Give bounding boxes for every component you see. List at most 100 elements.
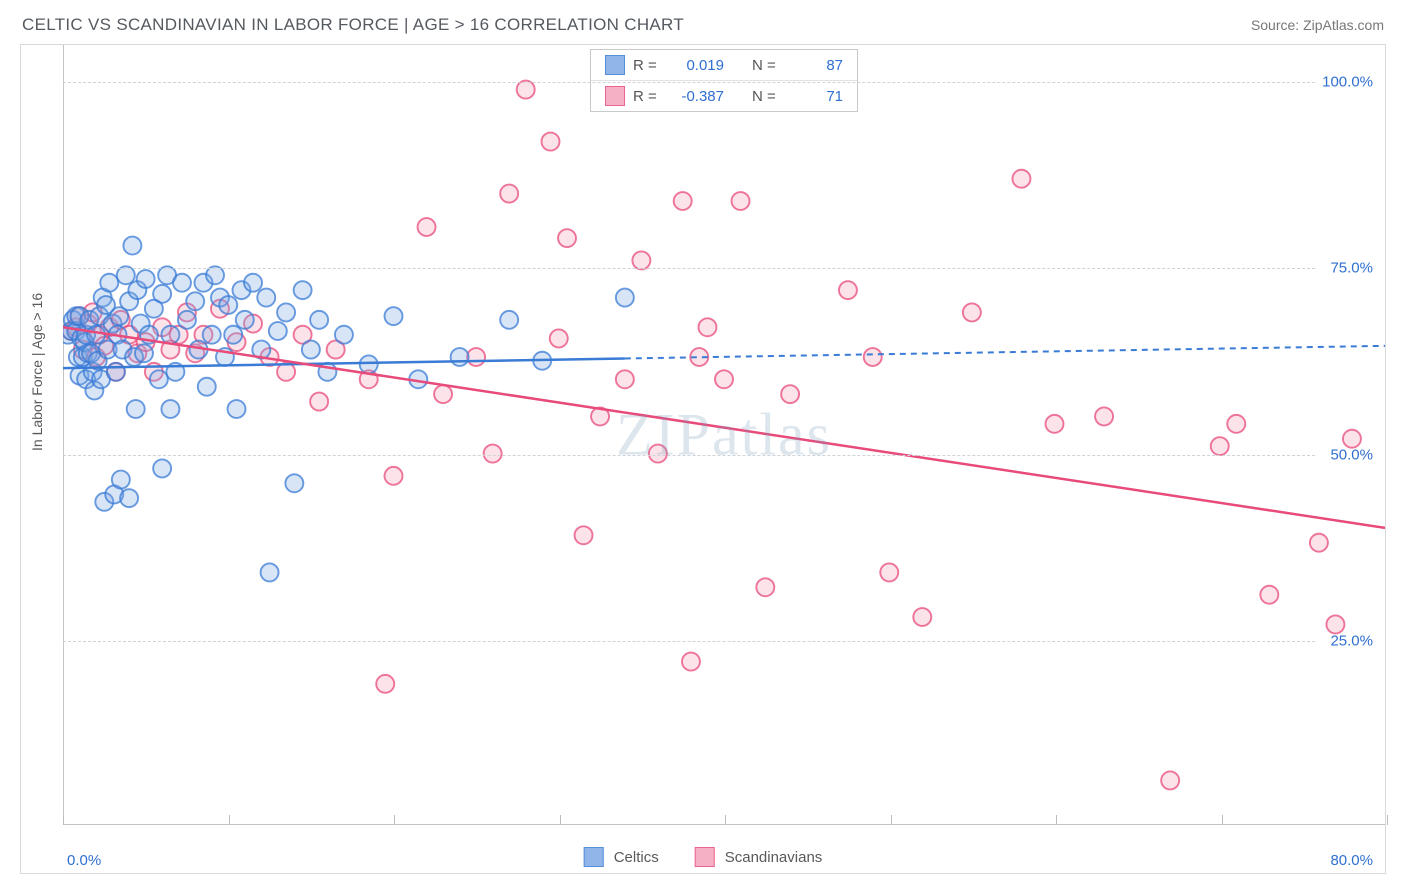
data-point-celtics (244, 274, 262, 292)
data-point-celtics (228, 400, 246, 418)
data-point-scandinavians (1310, 534, 1328, 552)
x-tick-mark (1056, 815, 1057, 825)
data-point-scandinavians (434, 385, 452, 403)
y-axis-label: In Labor Force | Age > 16 (29, 293, 45, 451)
x-tick-mark (891, 815, 892, 825)
data-point-scandinavians (1161, 771, 1179, 789)
data-point-scandinavians (500, 185, 518, 203)
x-tick-mark (229, 815, 230, 825)
x-tick-mark (394, 815, 395, 825)
gridline (63, 641, 1315, 642)
data-point-scandinavians (649, 445, 667, 463)
correlation-row-scandinavians: R = -0.387 N = 71 (591, 80, 857, 111)
gridline (63, 268, 1315, 269)
data-point-celtics (285, 474, 303, 492)
data-point-scandinavians (698, 318, 716, 336)
data-point-scandinavians (467, 348, 485, 366)
data-point-scandinavians (674, 192, 692, 210)
data-point-scandinavians (781, 385, 799, 403)
data-point-scandinavians (484, 445, 502, 463)
r-label: R = (633, 57, 661, 74)
data-point-celtics (277, 303, 295, 321)
data-point-celtics (261, 563, 279, 581)
legend-label-celtics: Celtics (614, 849, 659, 866)
data-point-scandinavians (880, 563, 898, 581)
x-tick-mark (560, 815, 561, 825)
data-point-celtics (219, 296, 237, 314)
y-tick-label: 75.0% (1330, 260, 1373, 277)
r-label: R = (633, 88, 661, 105)
data-point-scandinavians (1095, 407, 1113, 425)
data-point-scandinavians (732, 192, 750, 210)
data-point-celtics (153, 459, 171, 477)
data-point-celtics (294, 281, 312, 299)
data-point-celtics (500, 311, 518, 329)
series-legend: Celtics Scandinavians (584, 847, 823, 867)
data-point-scandinavians (715, 370, 733, 388)
data-point-scandinavians (575, 526, 593, 544)
data-point-celtics (173, 274, 191, 292)
n-label: N = (752, 88, 780, 105)
data-point-celtics (310, 311, 328, 329)
data-point-scandinavians (1343, 430, 1361, 448)
data-point-celtics (100, 274, 118, 292)
n-label: N = (752, 57, 780, 74)
legend-item-celtics: Celtics (584, 847, 659, 867)
data-point-celtics (150, 370, 168, 388)
gridline (63, 82, 1315, 83)
x-axis-max-label: 80.0% (1330, 852, 1373, 869)
data-point-scandinavians (913, 608, 931, 626)
gridline (63, 455, 1315, 456)
data-point-scandinavians (385, 467, 403, 485)
data-point-celtics (161, 326, 179, 344)
scatter-svg (63, 45, 1385, 825)
data-point-scandinavians (558, 229, 576, 247)
data-point-celtics (137, 270, 155, 288)
chart-title: CELTIC VS SCANDINAVIAN IN LABOR FORCE | … (22, 15, 684, 35)
r-value-scandinavians: -0.387 (669, 88, 724, 105)
data-point-scandinavians (1260, 586, 1278, 604)
data-point-celtics (120, 489, 138, 507)
data-point-celtics (451, 348, 469, 366)
data-point-celtics (87, 326, 105, 344)
x-tick-mark (63, 815, 64, 825)
n-value-scandinavians: 71 (788, 88, 843, 105)
data-point-scandinavians (616, 370, 634, 388)
source-attribution: Source: ZipAtlas.com (1251, 17, 1384, 33)
data-point-celtics (123, 237, 141, 255)
x-tick-mark (1387, 815, 1388, 825)
data-point-celtics (616, 289, 634, 307)
plot-area: ZIPatlas R = 0.019 N = 87 R = -0.387 N =… (63, 45, 1385, 825)
data-point-celtics (198, 378, 216, 396)
legend-swatch-scandinavians-icon (695, 847, 715, 867)
data-point-celtics (385, 307, 403, 325)
data-point-celtics (257, 289, 275, 307)
legend-swatch-celtics-icon (584, 847, 604, 867)
y-tick-label: 100.0% (1322, 74, 1373, 91)
data-point-scandinavians (1012, 170, 1030, 188)
data-point-scandinavians (682, 653, 700, 671)
data-point-celtics (153, 285, 171, 303)
data-point-scandinavians (756, 578, 774, 596)
data-point-scandinavians (963, 303, 981, 321)
data-point-celtics (360, 355, 378, 373)
chart-frame: In Labor Force | Age > 16 ZIPatlas R = 0… (20, 44, 1386, 874)
data-point-celtics (224, 326, 242, 344)
data-point-scandinavians (550, 329, 568, 347)
data-point-celtics (186, 292, 204, 310)
y-tick-label: 25.0% (1330, 632, 1373, 649)
x-tick-mark (1222, 815, 1223, 825)
x-axis-min-label: 0.0% (67, 852, 101, 869)
data-point-celtics (269, 322, 287, 340)
data-point-celtics (335, 326, 353, 344)
data-point-scandinavians (1227, 415, 1245, 433)
data-point-celtics (178, 311, 196, 329)
legend-label-scandinavians: Scandinavians (725, 849, 823, 866)
data-point-celtics (127, 400, 145, 418)
legend-swatch-scandinavians (605, 86, 625, 106)
legend-item-scandinavians: Scandinavians (695, 847, 823, 867)
data-point-celtics (161, 400, 179, 418)
data-point-celtics (112, 471, 130, 489)
legend-swatch-celtics (605, 55, 625, 75)
x-tick-mark (725, 815, 726, 825)
